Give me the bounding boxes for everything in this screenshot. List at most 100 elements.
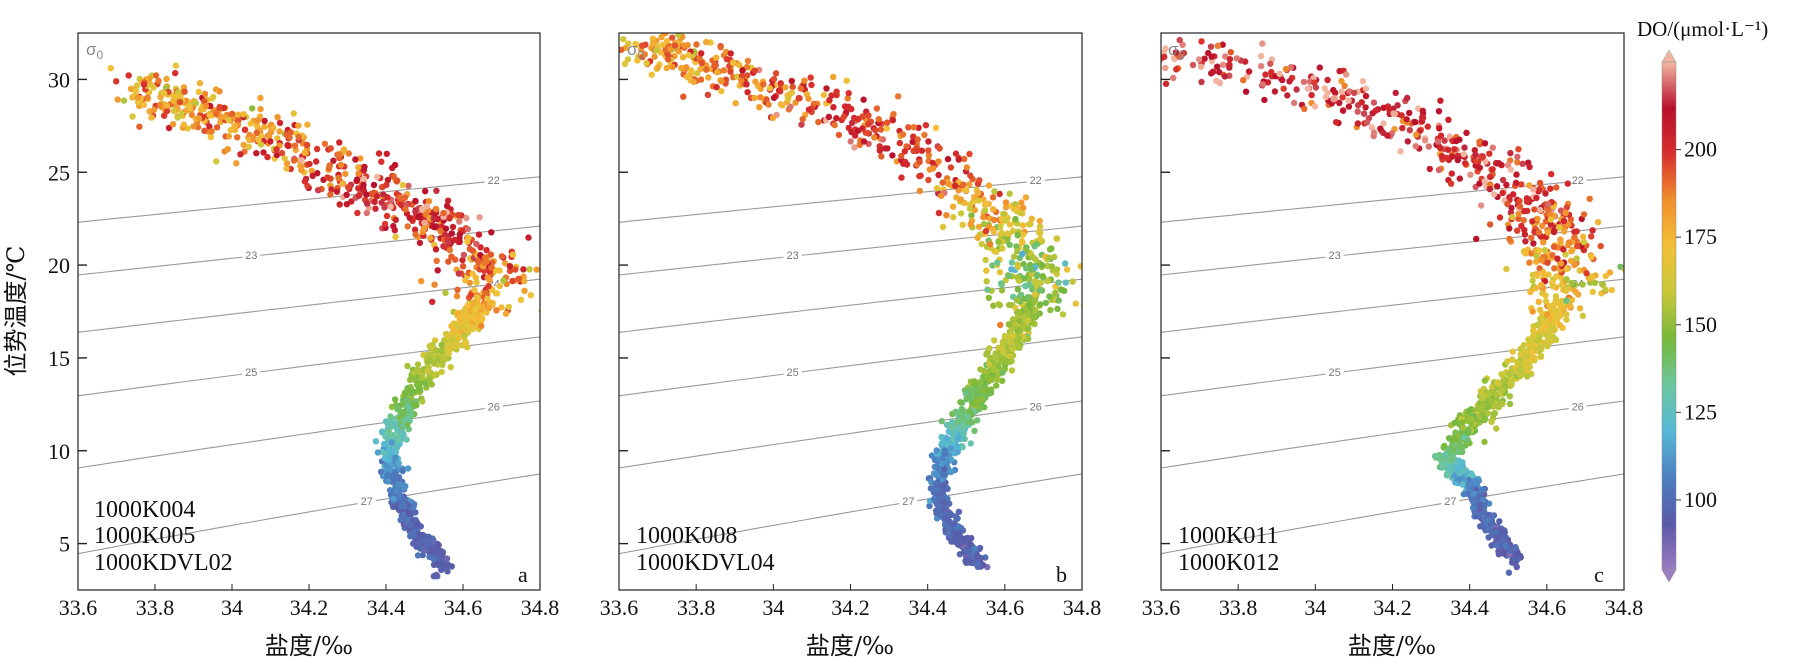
data-point	[438, 368, 445, 376]
data-point	[698, 59, 705, 67]
data-point	[1557, 260, 1565, 267]
data-point	[986, 345, 993, 352]
data-point	[964, 413, 971, 420]
data-point	[212, 86, 220, 93]
data-point	[1198, 38, 1205, 45]
data-point	[1214, 42, 1222, 49]
data-point	[984, 286, 991, 293]
data-point	[843, 77, 850, 84]
isopycnal-line	[1161, 336, 1624, 397]
data-point	[1514, 359, 1521, 366]
data-point	[231, 122, 238, 129]
x-tick-label: 34.6	[1528, 595, 1567, 620]
data-point	[1004, 230, 1011, 237]
data-point	[910, 124, 917, 131]
data-point	[235, 116, 242, 123]
data-point	[1526, 337, 1533, 344]
data-point	[144, 94, 151, 101]
data-point	[1493, 183, 1501, 190]
data-point	[1534, 321, 1541, 329]
data-point	[526, 266, 533, 273]
data-point	[1537, 352, 1545, 359]
data-point	[1526, 259, 1533, 266]
data-point	[506, 263, 514, 270]
data-point	[1031, 291, 1039, 298]
data-point	[284, 142, 291, 149]
data-point	[152, 72, 160, 79]
data-point	[1036, 217, 1044, 225]
data-point	[446, 215, 453, 222]
data-point	[521, 287, 528, 294]
data-point	[1245, 68, 1253, 75]
isopycnal-line	[1161, 400, 1624, 469]
data-point	[411, 501, 418, 508]
data-point	[1481, 178, 1488, 185]
isopycnal-line	[78, 278, 540, 333]
data-point	[736, 61, 743, 69]
data-point	[1579, 312, 1587, 319]
data-point	[512, 266, 519, 273]
isopycnal-line	[78, 176, 540, 223]
data-point	[1312, 84, 1320, 91]
data-point	[1002, 358, 1009, 366]
data-point	[250, 133, 257, 141]
data-point	[1533, 194, 1540, 202]
station-label-1: 1000K008	[636, 523, 737, 549]
data-point	[1479, 486, 1486, 493]
data-point	[343, 191, 350, 198]
data-point	[261, 123, 268, 130]
data-point	[960, 422, 967, 430]
data-point	[1324, 76, 1331, 84]
data-point	[267, 138, 274, 145]
data-point	[1019, 231, 1027, 238]
data-point	[997, 223, 1004, 230]
data-point	[1446, 464, 1453, 471]
data-point	[278, 149, 286, 157]
data-point	[1526, 163, 1533, 171]
data-point	[871, 134, 878, 141]
data-point	[371, 198, 378, 205]
data-point	[413, 402, 420, 409]
data-point	[1025, 335, 1032, 342]
x-tick-label: 34	[221, 595, 243, 620]
data-point	[884, 119, 891, 126]
data-point	[1562, 209, 1569, 216]
data-point	[914, 136, 921, 143]
data-point	[933, 482, 940, 489]
y-tick-label: 5	[59, 532, 70, 557]
data-point	[1480, 496, 1487, 503]
data-point	[1316, 64, 1324, 71]
data-point	[1015, 308, 1022, 316]
data-point	[442, 225, 450, 232]
data-point	[201, 90, 209, 98]
data-point	[946, 500, 953, 507]
data-point	[424, 368, 431, 375]
data-point	[1499, 189, 1506, 197]
data-point	[448, 253, 455, 260]
data-point	[1516, 366, 1523, 373]
data-point	[464, 238, 471, 245]
data-point	[1478, 154, 1486, 161]
isopycnal-label: 23	[787, 250, 799, 262]
data-point	[894, 93, 902, 100]
data-point	[1257, 62, 1265, 70]
data-point	[878, 153, 885, 160]
data-point	[1507, 166, 1515, 173]
data-point	[335, 174, 342, 182]
data-point	[1047, 306, 1054, 314]
data-point	[1451, 472, 1458, 479]
data-point	[1363, 119, 1371, 126]
data-point	[1153, 66, 1159, 72]
data-point	[1505, 569, 1513, 576]
data-point	[431, 281, 438, 288]
data-point	[1434, 138, 1442, 145]
x-axis-title: 盐度/‰	[265, 632, 353, 660]
data-point	[744, 89, 751, 96]
data-point	[1565, 241, 1572, 249]
data-point	[985, 294, 992, 301]
data-point	[1002, 199, 1010, 206]
data-point	[196, 80, 204, 87]
data-point	[395, 436, 402, 444]
data-point	[1574, 242, 1581, 250]
data-point	[423, 203, 431, 210]
